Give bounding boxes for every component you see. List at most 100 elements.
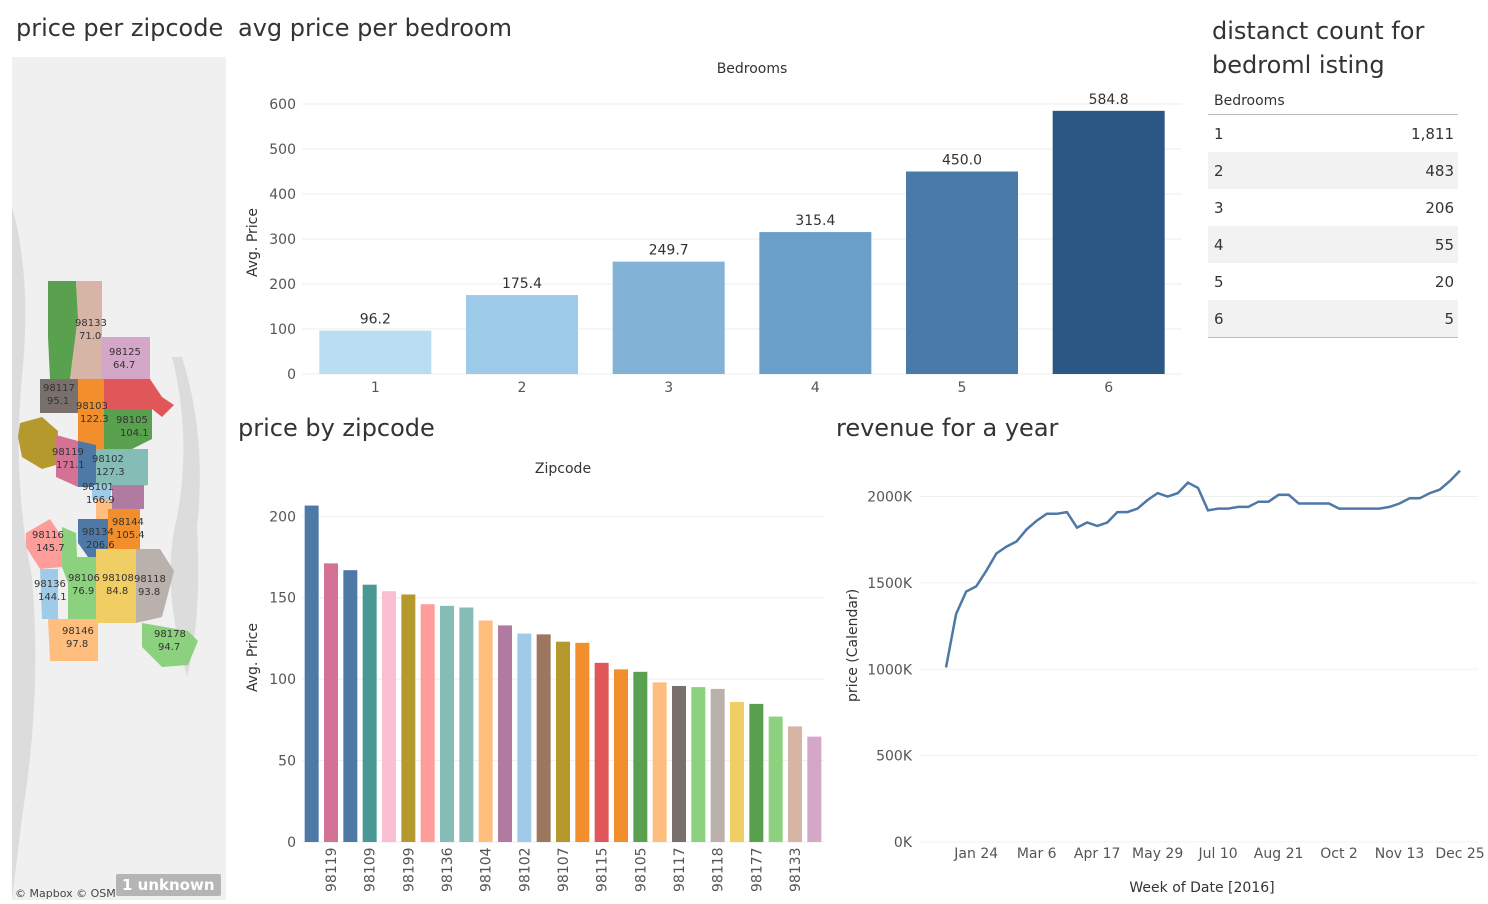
- table-header: Bedrooms: [1208, 88, 1458, 115]
- region-98108[interactable]: [96, 549, 136, 623]
- bedroom-ytick: 600: [269, 97, 296, 113]
- map-price-label: 97.8: [66, 639, 88, 650]
- zip-bar: [710, 688, 725, 842]
- rev-xtick: May 29: [1132, 846, 1183, 862]
- bedroom-ytick: 500: [269, 142, 296, 158]
- bedrooms-cell: 4: [1214, 235, 1224, 254]
- zip-xtick: 98199: [401, 847, 417, 892]
- table-row: 4 55: [1208, 226, 1458, 263]
- rev-ytick: 1500K: [867, 576, 913, 592]
- rev-xtick: Mar 6: [1017, 846, 1057, 862]
- region-98144[interactable]: [108, 509, 140, 549]
- region-98117[interactable]: [40, 379, 78, 413]
- map-zip-label: 98144: [112, 517, 144, 528]
- map-price-label: 84.8: [106, 586, 128, 597]
- zip-bar: [788, 726, 802, 842]
- region-98177[interactable]: [48, 281, 78, 379]
- rev-xtick: Dec 25: [1435, 846, 1484, 862]
- region-98119[interactable]: [56, 435, 78, 487]
- map-zip-label: 98108: [102, 573, 134, 584]
- zip-xtick: 98119: [324, 847, 340, 892]
- bedrooms-cell: 5: [1214, 272, 1224, 291]
- rev-xtick: Aug 21: [1254, 846, 1304, 862]
- zip-bar: [324, 563, 338, 842]
- table-bottom-rule: [1208, 337, 1458, 338]
- bedroom-xaxis-title: Bedrooms: [717, 61, 788, 77]
- map-svg: 98133 71.0 98125 64.7 98117 95.1 98103 122.3 981…: [12, 57, 226, 900]
- zip-bar: [672, 685, 686, 842]
- region-98116[interactable]: [26, 519, 62, 569]
- map-price-label: 76.9: [72, 586, 94, 597]
- zip-xtick: 98115: [595, 847, 611, 892]
- bedroom-value-label: 450.0: [942, 153, 982, 169]
- zip-regions: [18, 281, 198, 667]
- rev-ytick: 1000K: [867, 662, 913, 678]
- zip-bar: [478, 620, 493, 842]
- zip-xtick: 98109: [363, 847, 379, 892]
- map-zip-label: 98119: [52, 447, 84, 458]
- map-zip-label: 98116: [32, 530, 64, 541]
- table-row: 1 1,811: [1208, 115, 1458, 152]
- zip-bar: [691, 687, 706, 842]
- region-98178[interactable]: [142, 623, 198, 667]
- region-98136[interactable]: [40, 569, 58, 619]
- region-98106[interactable]: [68, 557, 96, 619]
- zip-yaxis-title: Avg. Price: [245, 623, 261, 692]
- region-98103[interactable]: [78, 379, 104, 449]
- bedroom-bar-chart: Bedrooms Avg. Price 0100200300400500600 …: [245, 61, 1182, 396]
- zip-bar: [594, 662, 609, 842]
- region-98109[interactable]: [78, 441, 96, 487]
- zip-ytick: 200: [269, 509, 296, 525]
- region-98133[interactable]: [70, 281, 102, 379]
- map-zip-label: 98106: [68, 573, 100, 584]
- revenue-line-chart: Week of Date [2016] price (Calendar) 0K 5…: [845, 469, 1485, 896]
- rev-ytick: 500K: [876, 749, 913, 765]
- region-98105[interactable]: [104, 409, 152, 449]
- zip-bar: [362, 584, 377, 842]
- map-labels: 98133 71.0 98125 64.7 98117 95.1 98103 122.3 981…: [32, 318, 186, 653]
- rev-xtick: Oct 2: [1320, 846, 1358, 862]
- rev-xtick: Jan 24: [953, 846, 998, 862]
- bedroom-ytick: 100: [269, 322, 296, 338]
- bedroom-value-label: 249.7: [649, 243, 689, 259]
- zip-bar: [807, 736, 822, 842]
- bedroom-ytick: 0: [287, 367, 296, 383]
- bedroom-bar: [319, 330, 432, 374]
- map-zip-label: 98102: [92, 454, 124, 465]
- zip-xtick: 98177: [749, 847, 765, 892]
- zip-bar: [536, 634, 551, 842]
- zip-bar: [343, 570, 358, 842]
- bedroom-xtick: 4: [811, 380, 820, 396]
- region-98118[interactable]: [136, 549, 174, 623]
- region-98115[interactable]: [104, 379, 174, 417]
- map-price-label: 94.7: [158, 642, 180, 653]
- zip-bar: [633, 671, 648, 842]
- map-attribution: © Mapbox © OSM: [15, 887, 116, 900]
- zipcode-map[interactable]: 98133 71.0 98125 64.7 98117 95.1 98103 122.3 981…: [12, 57, 226, 900]
- map-zip-label: 98118: [134, 574, 166, 585]
- count-table-title: distanct count for bedroml isting: [1212, 17, 1425, 79]
- region-98101[interactable]: [92, 485, 112, 501]
- bedroom-ytick: 400: [269, 187, 296, 203]
- water-shape: [12, 207, 36, 900]
- region-98146[interactable]: [48, 619, 98, 661]
- region-98134[interactable]: [78, 519, 108, 557]
- zip-map-title: price per zipcode: [16, 14, 224, 42]
- bedroom-ytick: 300: [269, 232, 296, 248]
- map-price-label: 105.4: [116, 530, 145, 541]
- revenue-series-line: [944, 469, 1461, 668]
- region-98125[interactable]: [102, 337, 150, 379]
- map-zip-label: 98178: [154, 629, 186, 640]
- bedroom-chart-title: avg price per bedroom: [238, 14, 512, 42]
- map-zip-label: 98105: [116, 415, 148, 426]
- region-98102[interactable]: [96, 449, 148, 489]
- region-98199[interactable]: [18, 417, 58, 469]
- count-cell: 206: [1425, 198, 1454, 217]
- region-98122[interactable]: [112, 485, 144, 509]
- map-zip-label: 98125: [109, 347, 141, 358]
- table-row: 3 206: [1208, 189, 1458, 226]
- zip-bar: [614, 669, 628, 842]
- map-price-label: 145.7: [36, 543, 65, 554]
- unknown-badge[interactable]: 1 unknown: [116, 874, 221, 896]
